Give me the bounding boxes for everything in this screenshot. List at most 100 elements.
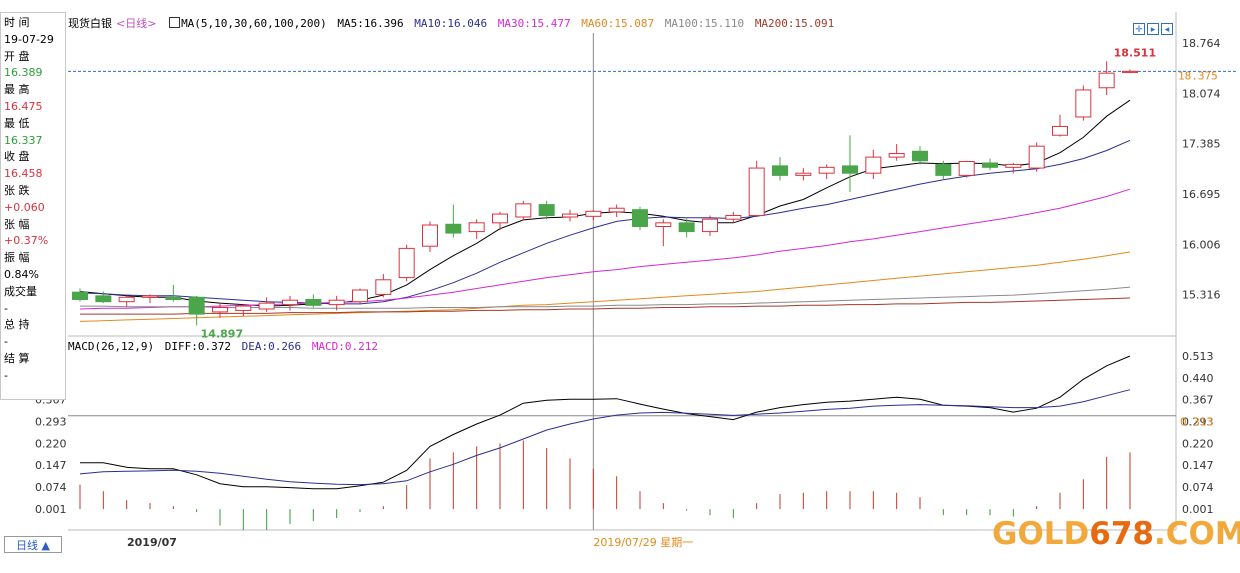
candle-body (888, 152, 905, 158)
zoom-out-icon[interactable]: ◂ (1161, 23, 1173, 35)
candle-body (282, 299, 298, 306)
volume-value: - (4, 301, 8, 315)
macd-line-diff (80, 355, 1131, 490)
ma-line-ma60 (79, 251, 1131, 322)
macd-tick-label-right: 0.513 (1182, 350, 1214, 363)
open-value: 16.389 (4, 66, 43, 80)
candle-body (445, 223, 462, 234)
macd-tick-label-right: 0.220 (1182, 437, 1214, 450)
macd-tick-label-right: 0.367 (1182, 394, 1214, 407)
candle-body (188, 296, 205, 315)
macd-tick-label-right: 0.147 (1182, 459, 1214, 472)
macd-tick-label-left: 0.293 (35, 416, 67, 429)
candle-body (352, 289, 368, 303)
zoom-in-icon[interactable]: ▸ (1147, 23, 1159, 35)
candle-body (842, 165, 858, 174)
candle-body (865, 156, 882, 174)
watermark-prefix: GOLD (992, 516, 1090, 552)
chart-frame (68, 12, 1236, 531)
period-selector-tab[interactable]: 日线 ▲ (4, 536, 62, 553)
ma-line-ma30 (79, 188, 1131, 310)
low-annotation: 14.897 (201, 327, 243, 340)
candle-body (1028, 145, 1045, 169)
candle-body (398, 247, 415, 279)
change-value: +0.060 (4, 200, 45, 214)
ma5-value: MA5:16.396 (337, 17, 404, 30)
pct-value: +0.37% (4, 234, 49, 248)
candle-body (328, 299, 345, 306)
candle-body (1075, 89, 1092, 118)
candle-body (72, 291, 88, 300)
watermark-suffix: .COM (1154, 516, 1240, 552)
candle-body (772, 165, 788, 176)
price-annotations: 18.511 14.897 (201, 46, 1156, 340)
price-tick-label: 15.316 (1182, 289, 1221, 302)
amplitude-value: 0.84% (4, 267, 39, 281)
candle-body (1122, 70, 1138, 73)
open-interest-label: 总 持 (4, 318, 30, 332)
candle-body (1005, 163, 1022, 168)
time-label: 时 间 (4, 16, 30, 29)
period-tag[interactable]: <日线> (116, 17, 157, 30)
high-value: 16.475 (4, 99, 43, 113)
candle-body (165, 296, 182, 300)
macd-tick-label-left: 0.074 (35, 481, 67, 494)
ma-toggle-icon[interactable] (169, 17, 181, 28)
ma10-value: MA10:16.046 (414, 17, 488, 30)
toolbar-icons: ✛ ▸ ◂ (1133, 17, 1175, 35)
move-icon[interactable]: ✛ (1133, 23, 1145, 35)
candle-body (1052, 125, 1068, 136)
ma30-value: MA30:15.477 (497, 17, 571, 30)
macd-tick-label-right: 0.440 (1182, 372, 1214, 385)
price-tick-label: 16.006 (1182, 238, 1221, 251)
candle-body (702, 218, 718, 233)
watermark-number: 678 (1089, 516, 1155, 552)
candle-body (585, 210, 602, 217)
symbol-title: 现货白银 (68, 17, 112, 30)
candle-body (1098, 72, 1115, 89)
macd-legend: MACD(26,12,9) DIFF:0.372 DEA:0.266 MACD:… (68, 340, 382, 353)
candle-body (258, 302, 275, 310)
change-label: 张 跌 (4, 183, 30, 197)
price-tick-label: 18.764 (1182, 37, 1221, 50)
candle-body (538, 204, 555, 217)
candle-body (492, 213, 508, 224)
candle-body (608, 207, 625, 213)
settlement-label: 结 算 (4, 351, 30, 365)
open-label: 开 盘 (4, 49, 30, 63)
candle-body (982, 162, 998, 168)
macd-tick-label-right: 0.001 (1182, 503, 1214, 516)
price-tick-label: 18.074 (1182, 87, 1221, 100)
amplitude-label: 振 幅 (4, 251, 30, 265)
candle-body (515, 203, 532, 218)
macd-axis: 0.5130.5130.4400.4400.3670.3670.2930.293… (35, 350, 1214, 516)
moving-average-lines (79, 99, 1131, 322)
candle-body (95, 295, 112, 303)
macd-tick-label-left: 0.001 (35, 503, 67, 516)
macd-params: MACD(26,12,9) (68, 340, 155, 353)
macd-tick-label-left: 0.147 (35, 459, 67, 472)
close-value: 16.458 (4, 167, 43, 181)
candle-body (632, 209, 648, 227)
ma60-value: MA60:15.087 (581, 17, 655, 30)
gold678-watermark: GOLD678.COM (992, 516, 1240, 552)
high-annotation: 18.511 (1114, 46, 1156, 59)
candle-body (935, 163, 952, 176)
price-tick-label: 17.385 (1182, 138, 1221, 151)
ma-line-ma5 (79, 99, 1131, 307)
candle-body (912, 150, 928, 162)
macd-tick-label-right: 0.074 (1182, 481, 1214, 494)
ma-legend: 现货白银 <日线> MA(5,10,30,60,100,200) MA5:16.3… (68, 15, 838, 31)
current-price-label: 18.375 (1178, 69, 1218, 82)
low-value: 16.337 (4, 133, 43, 147)
close-label: 收 盘 (4, 150, 30, 164)
time-value: 19-07-29 (4, 32, 54, 46)
macd-panel (79, 355, 1131, 530)
candle-body (795, 172, 812, 176)
candle-body (818, 166, 835, 174)
quote-info-panel: 时 间 19-07-29 开 盘 16.389 最 高 16.475 最 低 1… (0, 12, 66, 400)
candle-body (725, 215, 742, 220)
candle-body (655, 222, 672, 227)
ma-line-ma10 (79, 139, 1131, 305)
